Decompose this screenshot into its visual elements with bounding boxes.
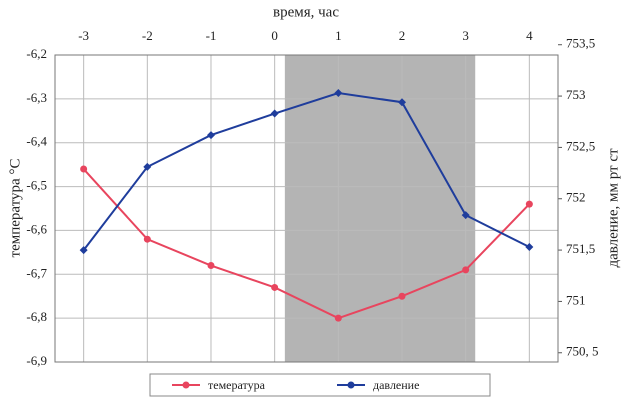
data-point: [79, 246, 88, 255]
y2-axis-title: давление, мм рт ст: [605, 148, 621, 268]
series-line: [82, 168, 531, 320]
legend-marker: [347, 381, 355, 389]
x-tick-label: -1: [206, 28, 217, 43]
data-point: [270, 109, 279, 118]
y2-tick-label: 750, 5: [566, 344, 599, 359]
y2-tick-label: 752,5: [566, 138, 595, 153]
y2-tick-label: 752: [566, 190, 586, 205]
y-tick-label: -6,2: [26, 46, 47, 61]
data-point: [462, 266, 470, 274]
legend-label: темература: [208, 378, 266, 392]
y2-tick-label: 751: [566, 292, 586, 307]
y-axis-title: температура °С: [7, 159, 23, 258]
data-point: [143, 162, 152, 171]
x-tick-label: 4: [526, 28, 533, 43]
x-tick-label: 1: [335, 28, 342, 43]
x-axis-title: время, час: [273, 4, 339, 20]
y-tick-label: -6,8: [26, 309, 47, 324]
x-tick-label: 3: [462, 28, 469, 43]
data-point: [207, 262, 215, 270]
data-point: [398, 292, 406, 300]
data-point: [525, 243, 534, 252]
highlight: [284, 55, 476, 362]
y-tick-label: -6,7: [26, 265, 47, 280]
x-tick-label: 0: [271, 28, 278, 43]
data-point: [206, 131, 215, 140]
data-point: [398, 98, 407, 107]
y2-tick-label: 753: [566, 87, 586, 102]
y2-tick-label: 751,5: [566, 241, 595, 256]
data-point: [334, 314, 342, 322]
x-tick-label: 2: [399, 28, 406, 43]
data-point: [525, 200, 533, 208]
data-point: [461, 211, 470, 220]
legend-box: [149, 373, 491, 397]
y-tick-label: -6,9: [26, 353, 47, 368]
y-tick-label: -6,6: [26, 221, 47, 236]
data-point: [80, 165, 88, 173]
y-tick-label: -6,3: [26, 90, 47, 105]
data-point: [334, 88, 343, 97]
legend-marker: [182, 381, 190, 389]
x-tick-label: -2: [142, 28, 153, 43]
y-tick-label: -6,5: [26, 178, 47, 193]
data-point: [271, 283, 279, 291]
y2-tick-label: 753,5: [566, 36, 595, 51]
x-tick-label: -3: [78, 28, 89, 43]
plot-frame: [54, 54, 559, 363]
y-tick-label: -6,4: [26, 134, 47, 149]
series-line: [82, 91, 530, 251]
legend-label: давление: [373, 378, 419, 392]
data-point: [143, 235, 151, 243]
